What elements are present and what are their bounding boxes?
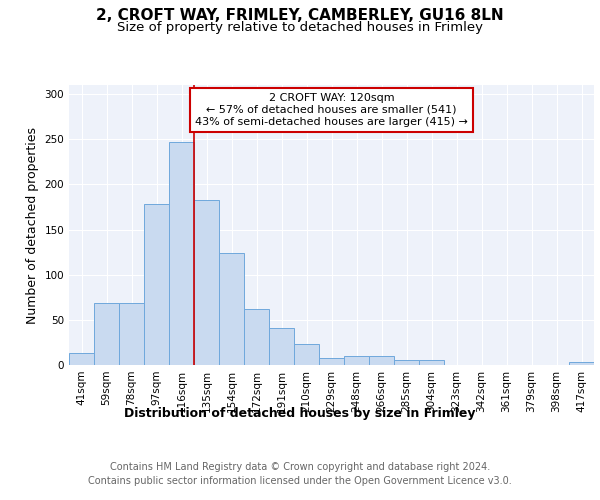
Bar xyxy=(169,142,194,365)
Bar xyxy=(70,354,94,365)
Bar xyxy=(419,360,443,365)
Bar xyxy=(344,356,368,365)
Bar xyxy=(370,356,394,365)
Bar xyxy=(94,302,119,365)
Bar xyxy=(145,204,169,365)
Text: Contains HM Land Registry data © Crown copyright and database right 2024.: Contains HM Land Registry data © Crown c… xyxy=(110,462,490,472)
Text: 2 CROFT WAY: 120sqm
← 57% of detached houses are smaller (541)
43% of semi-detac: 2 CROFT WAY: 120sqm ← 57% of detached ho… xyxy=(195,94,468,126)
Y-axis label: Number of detached properties: Number of detached properties xyxy=(26,126,39,324)
Bar xyxy=(394,360,419,365)
Bar xyxy=(220,253,244,365)
Text: 2, CROFT WAY, FRIMLEY, CAMBERLEY, GU16 8LN: 2, CROFT WAY, FRIMLEY, CAMBERLEY, GU16 8… xyxy=(96,8,504,22)
Bar xyxy=(244,309,269,365)
Text: Distribution of detached houses by size in Frimley: Distribution of detached houses by size … xyxy=(124,408,476,420)
Text: Size of property relative to detached houses in Frimley: Size of property relative to detached ho… xyxy=(117,21,483,34)
Bar xyxy=(194,200,218,365)
Bar xyxy=(295,344,319,365)
Text: Contains public sector information licensed under the Open Government Licence v3: Contains public sector information licen… xyxy=(88,476,512,486)
Bar xyxy=(269,328,293,365)
Bar xyxy=(119,302,143,365)
Bar xyxy=(319,358,344,365)
Bar xyxy=(569,362,593,365)
